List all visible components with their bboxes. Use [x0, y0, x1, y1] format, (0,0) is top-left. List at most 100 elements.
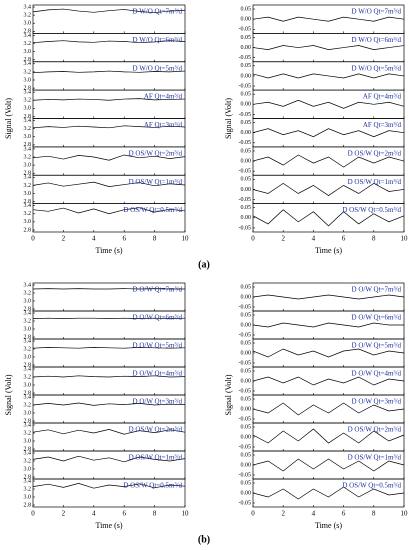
- signal-line: [252, 402, 405, 416]
- y-tick-label: 3.4: [24, 146, 32, 152]
- y-tick-label: 3.4: [24, 90, 32, 96]
- y-tick-label: 3.2: [24, 211, 32, 217]
- signal-line: [252, 209, 405, 227]
- y-tick-label: 0.05: [241, 452, 252, 458]
- y-tick-label: 2.8: [24, 362, 32, 368]
- y-tick-label: -0.05: [239, 27, 252, 33]
- y-tick-label: 3.2: [24, 318, 32, 324]
- y-tick-label: 3.2: [24, 458, 32, 464]
- y-tick-label: 2.8: [24, 114, 32, 120]
- x-tick-label: 2: [62, 510, 66, 518]
- y-tick-label: 3.0: [24, 162, 32, 168]
- x-tick-label: 10: [401, 510, 409, 518]
- y-tick-label: 0.00: [241, 130, 252, 136]
- x-axis-label: Time (s): [315, 521, 342, 530]
- signal-line: [252, 486, 405, 500]
- x-tick-label: 6: [342, 510, 346, 518]
- y-tick-label: 0.05: [241, 6, 252, 12]
- y-tick-label: 0.00: [241, 490, 252, 496]
- y-tick-label: 0.05: [241, 177, 252, 183]
- subplot-frame: [32, 203, 186, 233]
- y-axis-label: Signal (Volt): [224, 98, 233, 139]
- y-tick-label: 3.4: [24, 33, 32, 39]
- y-tick-label: 3.0: [24, 219, 32, 225]
- y-tick-label: 3.2: [24, 41, 32, 47]
- y-tick-label: 2.8: [24, 29, 32, 35]
- y-tick-label: -0.05: [239, 472, 252, 478]
- y-tick-label: -0.05: [239, 444, 252, 450]
- x-tick-label: 6: [122, 235, 126, 243]
- y-tick-label: 0.00: [241, 215, 252, 221]
- y-tick-label: 3.0: [24, 382, 32, 388]
- y-tick-label: 0.05: [241, 424, 252, 430]
- y-tick-label: 0.00: [241, 17, 252, 23]
- y-tick-label: 2.8: [24, 171, 32, 177]
- y-tick-label: 0.00: [241, 102, 252, 108]
- x-tick-label: 8: [372, 235, 376, 243]
- signal-line: [252, 428, 405, 444]
- y-tick-label: 3.4: [24, 338, 32, 344]
- signal-line: [252, 45, 405, 50]
- y-tick-label: 3.4: [24, 203, 32, 209]
- y-tick-label: 3.2: [24, 183, 32, 189]
- y-tick-label: 3.2: [24, 290, 32, 296]
- series-label: D OS/W Qt=2m³/d: [129, 149, 183, 157]
- x-tick-label: 6: [122, 510, 126, 518]
- series-label: D OS/W Qt=0.5m³/d: [342, 482, 401, 490]
- y-tick-label: -0.05: [239, 140, 252, 146]
- y-tick-label: -0.05: [239, 304, 252, 310]
- y-tick-label: 3.4: [24, 478, 32, 484]
- y-tick-label: 3.0: [24, 134, 32, 140]
- signal-line: [32, 70, 186, 74]
- y-tick-label: 3.0: [24, 191, 32, 197]
- y-tick-label: 0.05: [241, 35, 252, 41]
- signal-line: [252, 458, 405, 472]
- y-tick-label: 3.4: [24, 310, 32, 316]
- panel-label: (b): [198, 534, 210, 545]
- y-tick-label: 2.8: [24, 57, 32, 63]
- y-tick-label: 3.4: [24, 118, 32, 124]
- x-axis-label: Time (s): [95, 246, 122, 255]
- y-tick-label: 3.2: [24, 69, 32, 75]
- y-tick-label: 0.05: [241, 312, 252, 318]
- x-tick-label: 0: [31, 235, 35, 243]
- y-tick-label: 0.05: [241, 368, 252, 374]
- y-tick-label: 2.8: [24, 334, 32, 340]
- series-label: D W/O Qt=5m³/d: [352, 64, 402, 72]
- y-tick-label: 2.8: [24, 474, 32, 480]
- y-tick-label: 0.00: [241, 350, 252, 356]
- y-tick-label: 3.0: [24, 21, 32, 27]
- x-tick-label: 4: [312, 235, 316, 243]
- y-tick-label: -0.05: [239, 83, 252, 89]
- y-tick-label: 3.0: [24, 410, 32, 416]
- series-label: D OS/W Qt=2m³/d: [348, 149, 402, 157]
- series-label: D O/W Qt=4m³/d: [133, 370, 183, 378]
- series-label: D W/O Qt=7m³/d: [352, 8, 402, 16]
- y-tick-label: 0.05: [241, 480, 252, 486]
- signal-line: [32, 455, 186, 463]
- x-axis-label: Time (s): [95, 521, 122, 530]
- series-label: D O/W Qt=3m³/d: [133, 398, 183, 406]
- y-tick-label: -0.05: [239, 332, 252, 338]
- x-tick-label: 4: [92, 235, 96, 243]
- series-label: D OS/W Qt=1m³/d: [348, 178, 402, 186]
- y-axis-label: Signal (Volt): [4, 98, 13, 139]
- y-tick-label: 0.05: [241, 148, 252, 154]
- series-label: D W/O Qt=6m³/d: [133, 36, 183, 44]
- y-tick-label: 3.2: [24, 402, 32, 408]
- signal-line: [252, 376, 405, 386]
- y-tick-label: 0.00: [241, 406, 252, 412]
- y-axis-label: Signal (Volt): [224, 374, 233, 415]
- signal-line: [32, 402, 186, 406]
- y-tick-label: 3.4: [24, 450, 32, 456]
- signal-line: [32, 40, 186, 44]
- signal-line: [252, 16, 405, 22]
- y-tick-label: 3.2: [24, 154, 32, 160]
- y-tick-label: -0.05: [239, 360, 252, 366]
- series-label: D W/O Qt=5m³/d: [133, 64, 183, 72]
- y-tick-label: 0.05: [241, 205, 252, 211]
- y-tick-label: 0.05: [241, 396, 252, 402]
- signal-line: [252, 322, 404, 328]
- y-tick-label: 3.2: [24, 346, 32, 352]
- y-tick-label: 3.0: [24, 466, 32, 472]
